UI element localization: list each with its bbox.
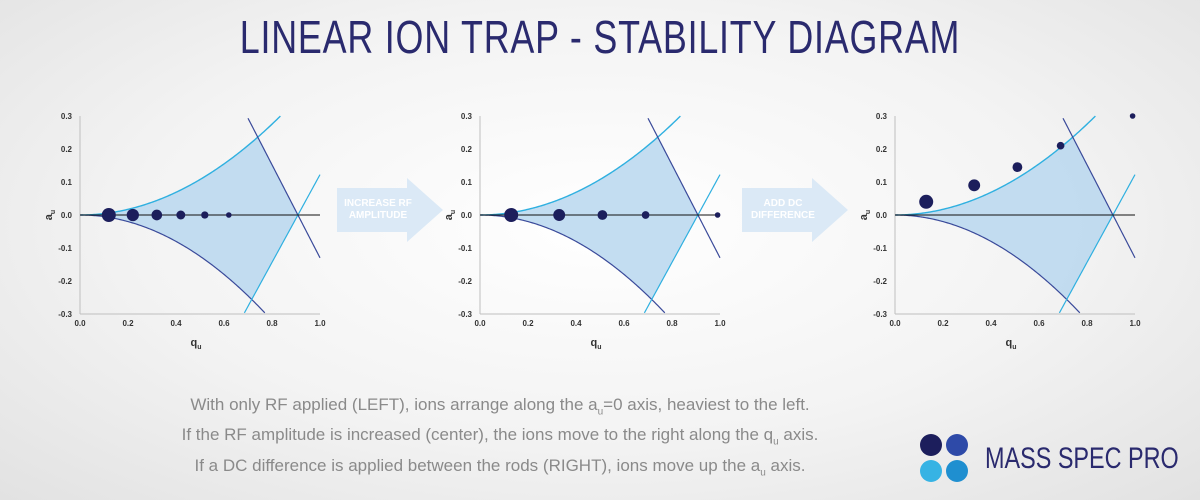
x-axis-label: qu bbox=[190, 337, 201, 351]
ion-point bbox=[126, 208, 139, 222]
ion-point bbox=[201, 211, 209, 219]
x-tick-label: 0.2 bbox=[522, 319, 534, 328]
ion-point bbox=[1012, 162, 1023, 173]
stability-chart-center: 0.30.20.10.0-0.1-0.2-0.30.0 0.2 0.4 0.6 0.8 1… bbox=[443, 112, 726, 351]
y-tick-label: 0.1 bbox=[461, 178, 473, 187]
caption-line: With only RF applied (LEFT), ions arrang… bbox=[190, 395, 810, 418]
ion-point bbox=[1129, 113, 1136, 119]
stability-chart-right: 0.30.20.10.0-0.1-0.2-0.30.0 0.2 0.4 0.6 0.8 1… bbox=[858, 112, 1141, 351]
x-tick-label: 0.0 bbox=[474, 319, 486, 328]
y-tick-label: -0.3 bbox=[873, 310, 887, 319]
y-axis-label: au bbox=[443, 210, 457, 220]
y-tick-label: 0.2 bbox=[876, 145, 888, 154]
y-tick-label: -0.1 bbox=[458, 244, 472, 253]
y-tick-label: 0.0 bbox=[461, 211, 473, 220]
ion-point bbox=[714, 212, 721, 218]
stability-region bbox=[895, 137, 1113, 300]
x-tick-label: 0.6 bbox=[618, 319, 630, 328]
y-tick-label: -0.2 bbox=[458, 277, 472, 286]
ion-point bbox=[504, 208, 519, 222]
x-tick-label: 0.2 bbox=[122, 319, 134, 328]
y-tick-label: -0.3 bbox=[458, 310, 472, 319]
y-tick-label: -0.3 bbox=[58, 310, 72, 319]
ion-point bbox=[176, 210, 186, 220]
x-tick-label: 0.6 bbox=[1033, 319, 1045, 328]
x-tick-label: 0.0 bbox=[74, 319, 86, 328]
y-tick-label: 0.1 bbox=[61, 178, 73, 187]
arrow-label-line: ADD DC bbox=[763, 198, 803, 209]
y-axis-label: au bbox=[858, 210, 872, 220]
boundary-line-right-upper bbox=[247, 117, 321, 259]
caption-line: If a DC difference is applied between th… bbox=[194, 455, 806, 479]
y-tick-label: 0.1 bbox=[876, 178, 888, 187]
x-axis-label: qu bbox=[1005, 337, 1016, 351]
x-tick-label: 1.0 bbox=[1129, 319, 1141, 328]
x-tick-label: 0.6 bbox=[218, 319, 230, 328]
x-axis-label: qu bbox=[590, 337, 601, 351]
stability-region bbox=[480, 137, 698, 300]
ion-point bbox=[1056, 141, 1065, 150]
x-tick-label: 0.8 bbox=[1081, 319, 1093, 328]
y-tick-label: 0.3 bbox=[461, 112, 473, 121]
caption-line: If the RF amplitude is increased (center… bbox=[181, 425, 819, 448]
caption: With only RF applied (LEFT), ions arrang… bbox=[100, 393, 900, 484]
brand-name: MASS SPEC PRO bbox=[985, 442, 1179, 475]
boundary-line-right-lower bbox=[1058, 174, 1136, 314]
y-tick-label: 0.2 bbox=[461, 145, 473, 154]
ion-point bbox=[226, 212, 232, 218]
brand-logo-icon bbox=[920, 434, 968, 482]
ion-point bbox=[641, 211, 650, 219]
y-tick-label: 0.3 bbox=[61, 112, 73, 121]
arrow-label-line: INCREASE RF bbox=[344, 198, 412, 209]
stability-chart-left: 0.30.20.10.0-0.1-0.2-0.30.0 0.2 0.4 0.6 0.8 1… bbox=[43, 112, 326, 351]
ion-point bbox=[101, 208, 116, 222]
boundary-line-right-lower bbox=[243, 174, 321, 314]
x-tick-label: 0.4 bbox=[570, 319, 582, 328]
y-tick-label: -0.2 bbox=[873, 277, 887, 286]
boundary-curve-lower bbox=[895, 214, 1081, 314]
ion-point bbox=[597, 210, 608, 220]
y-axis-label: au bbox=[43, 210, 57, 220]
y-tick-label: -0.1 bbox=[873, 244, 887, 253]
arrow-shape bbox=[742, 178, 848, 242]
ion-point bbox=[151, 209, 163, 221]
boundary-line-right-upper bbox=[647, 117, 721, 259]
y-tick-label: 0.3 bbox=[876, 112, 888, 121]
boundary-line-right-lower bbox=[643, 174, 721, 314]
x-tick-label: 0.8 bbox=[266, 319, 278, 328]
x-tick-label: 1.0 bbox=[314, 319, 326, 328]
x-tick-label: 0.2 bbox=[937, 319, 949, 328]
arrow-label-line: AMPLITUDE bbox=[348, 210, 408, 221]
x-tick-label: 0.8 bbox=[666, 319, 678, 328]
arrow-shape bbox=[337, 178, 443, 242]
boundary-line-right-upper bbox=[1062, 117, 1136, 259]
y-tick-label: -0.1 bbox=[58, 244, 72, 253]
ion-point bbox=[553, 209, 566, 221]
arrow-label-line: DIFFERENCE bbox=[751, 210, 815, 221]
page-title: LINEAR ION TRAP - STABILITY DIAGRAM bbox=[239, 11, 961, 63]
x-tick-label: 0.4 bbox=[985, 319, 997, 328]
x-tick-label: 0.4 bbox=[170, 319, 182, 328]
x-tick-label: 0.0 bbox=[889, 319, 901, 328]
arrow-label-add-dc: ADD DC DIFFERENCE bbox=[743, 198, 823, 222]
ion-point bbox=[968, 179, 981, 192]
x-tick-label: 1.0 bbox=[714, 319, 726, 328]
y-tick-label: 0.0 bbox=[876, 211, 888, 220]
y-tick-label: 0.2 bbox=[61, 145, 73, 154]
y-tick-label: 0.0 bbox=[61, 211, 73, 220]
y-tick-label: -0.2 bbox=[58, 277, 72, 286]
arrow-label-increase-rf: INCREASE RF AMPLITUDE bbox=[338, 198, 418, 222]
ion-point bbox=[919, 194, 934, 209]
stability-region bbox=[80, 137, 298, 300]
